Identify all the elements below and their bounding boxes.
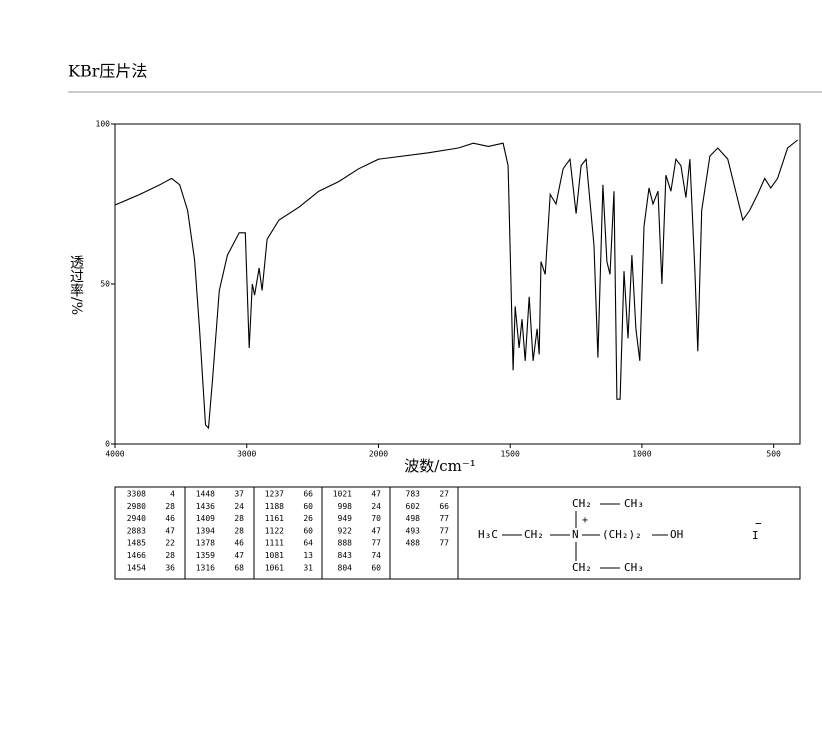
- peak-transmittance: 64: [303, 539, 313, 548]
- peak-wavenumber: 949: [338, 514, 353, 523]
- peak-transmittance: 66: [303, 490, 313, 499]
- peak-wavenumber: 1378: [196, 539, 215, 548]
- atom: N: [572, 528, 579, 541]
- peak-wavenumber: 922: [338, 526, 353, 535]
- peak-wavenumber: 998: [338, 502, 353, 511]
- peak-transmittance: 47: [165, 526, 175, 535]
- peak-transmittance: 77: [439, 526, 449, 535]
- x-tick-label: 3000: [237, 450, 256, 459]
- structure: CH₂ CH₃ + H₃C CH₂ N (CH₂)₂ OH CH₂ CH₃ I …: [478, 497, 762, 574]
- peak-transmittance: 46: [165, 514, 175, 523]
- peak-transmittance: 47: [234, 551, 244, 560]
- peak-transmittance: 4: [170, 490, 175, 499]
- x-tick-label: 1000: [632, 450, 651, 459]
- peak-wavenumber: 1485: [127, 539, 146, 548]
- y-axis-label: 透过率/%: [68, 255, 84, 315]
- peak-wavenumber: 602: [406, 502, 421, 511]
- atom: (CH₂)₂: [602, 528, 642, 541]
- peak-transmittance: 13: [303, 551, 313, 560]
- atom: OH: [670, 528, 683, 541]
- peak-transmittance: 47: [371, 490, 381, 499]
- peak-transmittance: 28: [165, 551, 175, 560]
- peak-transmittance: 70: [371, 514, 381, 523]
- peak-transmittance: 31: [303, 563, 313, 572]
- x-axis-label: 波数/cm⁻¹: [404, 457, 476, 475]
- y-tick-label: 100: [96, 120, 111, 129]
- peak-wavenumber: 1316: [196, 563, 215, 572]
- peak-wavenumber: 843: [338, 551, 353, 560]
- plot-frame: [114, 123, 801, 445]
- peak-wavenumber: 1436: [196, 502, 215, 511]
- peak-wavenumber: 3308: [127, 490, 146, 499]
- peak-transmittance: 28: [234, 526, 244, 535]
- x-tick-label: 4000: [105, 450, 124, 459]
- peak-transmittance: 77: [439, 514, 449, 523]
- peak-wavenumber: 1237: [265, 490, 284, 499]
- peak-transmittance: 26: [303, 514, 313, 523]
- atom: H₃C: [478, 528, 498, 541]
- atom: CH₃: [624, 561, 644, 574]
- atom: CH₂: [572, 497, 592, 510]
- charge: +: [582, 515, 588, 526]
- peak-wavenumber: 1122: [265, 526, 284, 535]
- peak-wavenumber: 1021: [333, 490, 352, 499]
- peak-wavenumber: 488: [406, 539, 421, 548]
- peak-wavenumber: 2980: [127, 502, 146, 511]
- header-title: KBr压片法: [68, 62, 147, 81]
- peak-wavenumber: 1188: [265, 502, 284, 511]
- peak-transmittance: 60: [371, 563, 381, 572]
- peak-transmittance: 28: [165, 502, 175, 511]
- y-tick-label: 50: [100, 280, 110, 289]
- peak-wavenumber: 1394: [196, 526, 215, 535]
- atom: CH₂: [524, 528, 544, 541]
- peak-wavenumber: 1466: [127, 551, 146, 560]
- peak-wavenumber: 498: [406, 514, 421, 523]
- peak-wavenumber: 888: [338, 539, 353, 548]
- peak-transmittance: 28: [234, 514, 244, 523]
- peak-wavenumber: 804: [338, 563, 353, 572]
- peak-transmittance: 74: [371, 551, 381, 560]
- peak-wavenumber: 1454: [127, 563, 146, 572]
- peak-transmittance: 24: [371, 502, 381, 511]
- peak-transmittance: 60: [303, 526, 313, 535]
- atom: CH₂: [572, 561, 592, 574]
- peak-wavenumber: 1061: [265, 563, 284, 572]
- table-dividers: [184, 487, 459, 579]
- peak-transmittance: 77: [439, 539, 449, 548]
- peak-wavenumber: 493: [406, 526, 421, 535]
- peak-wavenumber: 2883: [127, 526, 146, 535]
- anion-charge: −: [755, 517, 762, 530]
- peak-transmittance: 60: [303, 502, 313, 511]
- x-tick-label: 1500: [501, 450, 520, 459]
- atom: CH₃: [624, 497, 644, 510]
- x-tick-label: 2000: [369, 450, 388, 459]
- peak-transmittance: 77: [371, 539, 381, 548]
- anion: I: [752, 529, 759, 542]
- peak-wavenumber: 783: [406, 490, 421, 499]
- peak-transmittance: 46: [234, 539, 244, 548]
- peak-transmittance: 37: [234, 490, 244, 499]
- peak-wavenumber: 1111: [265, 539, 284, 548]
- x-tick-label: 500: [766, 450, 781, 459]
- peak-transmittance: 68: [234, 563, 244, 572]
- peak-transmittance: 47: [371, 526, 381, 535]
- peak-transmittance: 66: [439, 502, 449, 511]
- peak-transmittance: 36: [165, 563, 175, 572]
- peak-wavenumber: 1409: [196, 514, 215, 523]
- spectrum-line: [114, 139, 798, 430]
- peak-wavenumber: 1081: [265, 551, 284, 560]
- peak-wavenumber: 1359: [196, 551, 215, 560]
- peak-transmittance: 27: [439, 490, 449, 499]
- peak-transmittance: 22: [165, 539, 175, 548]
- peak-wavenumber: 1161: [265, 514, 284, 523]
- peak-transmittance: 24: [234, 502, 244, 511]
- y-tick-label: 0: [105, 440, 110, 449]
- peak-wavenumber: 1448: [196, 490, 215, 499]
- peak-wavenumber: 2940: [127, 514, 146, 523]
